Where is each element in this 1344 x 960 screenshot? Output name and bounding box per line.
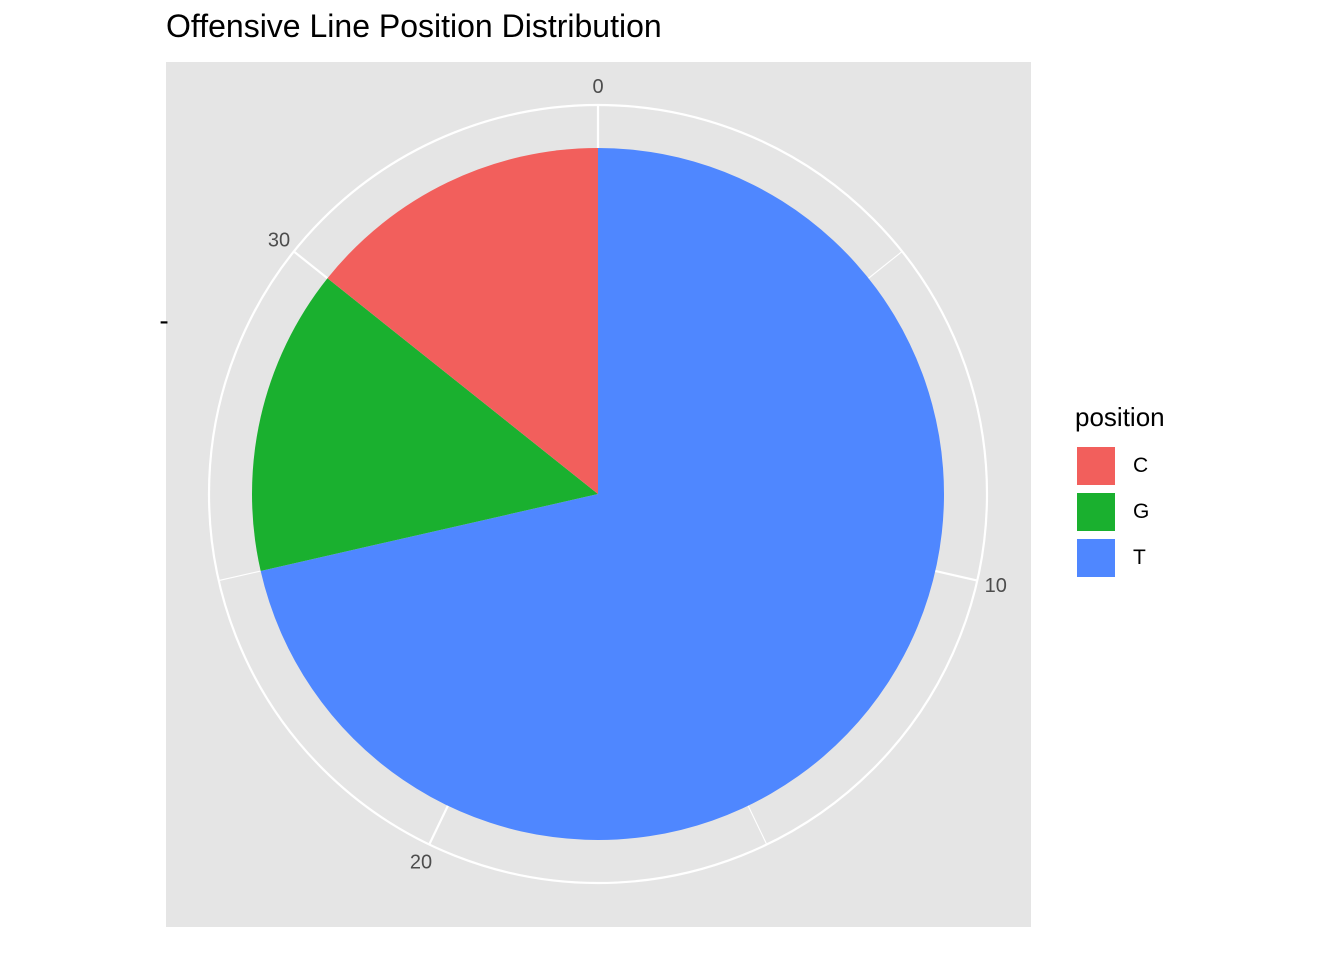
pie-slice-C	[327, 148, 598, 494]
pie-slice-T	[260, 148, 945, 840]
theta-tick-label: 0	[592, 76, 603, 98]
legend-item-T: T	[1075, 535, 1165, 581]
legend-title: position	[1075, 402, 1165, 432]
slice-layer	[252, 148, 945, 840]
tick-layer: 0 10 20 30	[268, 76, 1007, 874]
legend-key-swatch	[1075, 445, 1117, 487]
theta-tick-label: 10	[985, 575, 1007, 597]
legend-label: T	[1133, 546, 1146, 569]
legend-key-swatch	[1075, 491, 1117, 533]
y-axis-label: -	[159, 305, 168, 336]
chart-title: Offensive Line Position Distribution	[166, 8, 662, 44]
pie-slice-G	[252, 278, 599, 571]
legend-item-C: C	[1075, 443, 1165, 489]
theta-tick-label: 30	[268, 230, 290, 252]
legend-key-swatch	[1075, 537, 1117, 579]
legend-label: G	[1133, 500, 1150, 523]
legend-item-G: G	[1075, 489, 1165, 535]
legend-label: C	[1133, 454, 1149, 477]
theta-tick-label: 20	[410, 852, 432, 874]
